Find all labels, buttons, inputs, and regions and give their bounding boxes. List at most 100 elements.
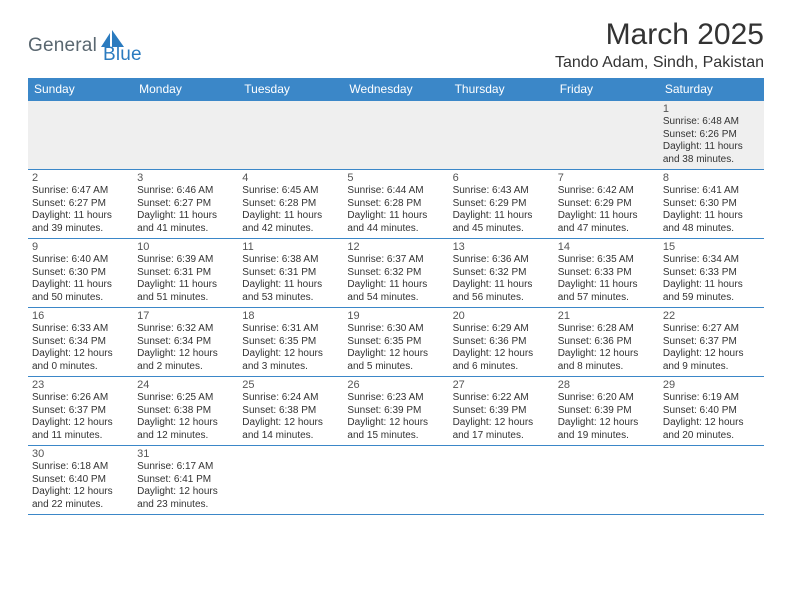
day-detail-line: Sunset: 6:33 PM (663, 267, 760, 280)
day-cell: 15Sunrise: 6:34 AMSunset: 6:33 PMDayligh… (659, 239, 764, 307)
day-detail-line: Sunset: 6:37 PM (663, 336, 760, 349)
day-cell: 26Sunrise: 6:23 AMSunset: 6:39 PMDayligh… (343, 377, 448, 445)
day-detail-line: and 48 minutes. (663, 223, 760, 236)
day-number: 3 (137, 172, 234, 184)
day-detail-line: Daylight: 12 hours (242, 348, 339, 361)
day-detail-line: Sunset: 6:31 PM (242, 267, 339, 280)
day-cell: 10Sunrise: 6:39 AMSunset: 6:31 PMDayligh… (133, 239, 238, 307)
day-detail-line: Sunset: 6:29 PM (558, 198, 655, 211)
day-detail-line: Sunset: 6:33 PM (558, 267, 655, 280)
day-number: 10 (137, 241, 234, 253)
day-detail-line: Sunrise: 6:32 AM (137, 323, 234, 336)
day-detail-line: and 23 minutes. (137, 499, 234, 512)
day-detail-line: Daylight: 11 hours (242, 210, 339, 223)
day-detail-line: Sunrise: 6:43 AM (453, 185, 550, 198)
day-detail-line: Sunset: 6:36 PM (453, 336, 550, 349)
day-detail-line: Daylight: 12 hours (137, 486, 234, 499)
day-cell (554, 101, 659, 169)
day-detail-line: and 47 minutes. (558, 223, 655, 236)
day-number: 9 (32, 241, 129, 253)
day-cell: 19Sunrise: 6:30 AMSunset: 6:35 PMDayligh… (343, 308, 448, 376)
day-header-thu: Thursday (449, 78, 554, 101)
day-number: 26 (347, 379, 444, 391)
day-cell: 29Sunrise: 6:19 AMSunset: 6:40 PMDayligh… (659, 377, 764, 445)
day-detail-line: Daylight: 11 hours (663, 210, 760, 223)
day-number: 24 (137, 379, 234, 391)
week-row: 2Sunrise: 6:47 AMSunset: 6:27 PMDaylight… (28, 170, 764, 239)
day-cell: 20Sunrise: 6:29 AMSunset: 6:36 PMDayligh… (449, 308, 554, 376)
day-cell: 5Sunrise: 6:44 AMSunset: 6:28 PMDaylight… (343, 170, 448, 238)
day-number: 29 (663, 379, 760, 391)
day-detail-line: and 44 minutes. (347, 223, 444, 236)
day-number: 1 (663, 103, 760, 115)
month-title: March 2025 (555, 18, 764, 52)
day-cell (133, 101, 238, 169)
day-detail-line: and 6 minutes. (453, 361, 550, 374)
day-detail-line: Daylight: 12 hours (32, 417, 129, 430)
day-detail-line: and 22 minutes. (32, 499, 129, 512)
day-detail-line: Sunset: 6:29 PM (453, 198, 550, 211)
day-cell: 24Sunrise: 6:25 AMSunset: 6:38 PMDayligh… (133, 377, 238, 445)
day-detail-line: Sunrise: 6:33 AM (32, 323, 129, 336)
day-cell (343, 101, 448, 169)
day-detail-line: Daylight: 11 hours (347, 279, 444, 292)
day-detail-line: Sunrise: 6:39 AM (137, 254, 234, 267)
day-detail-line: Sunset: 6:32 PM (347, 267, 444, 280)
day-detail-line: and 53 minutes. (242, 292, 339, 305)
day-detail-line: and 41 minutes. (137, 223, 234, 236)
day-header-fri: Friday (554, 78, 659, 101)
day-detail-line: Sunset: 6:41 PM (137, 474, 234, 487)
day-detail-line: Sunrise: 6:37 AM (347, 254, 444, 267)
day-cell: 7Sunrise: 6:42 AMSunset: 6:29 PMDaylight… (554, 170, 659, 238)
day-detail-line: Sunrise: 6:41 AM (663, 185, 760, 198)
day-detail-line: and 14 minutes. (242, 430, 339, 443)
day-number: 27 (453, 379, 550, 391)
day-number: 6 (453, 172, 550, 184)
day-detail-line: Sunrise: 6:48 AM (663, 116, 760, 129)
day-cell: 9Sunrise: 6:40 AMSunset: 6:30 PMDaylight… (28, 239, 133, 307)
day-detail-line: Daylight: 12 hours (137, 348, 234, 361)
logo-text-general: General (28, 35, 97, 57)
day-cell: 16Sunrise: 6:33 AMSunset: 6:34 PMDayligh… (28, 308, 133, 376)
header-row: General Blue March 2025 Tando Adam, Sind… (28, 18, 764, 72)
day-detail-line: Daylight: 12 hours (32, 486, 129, 499)
day-header-tue: Tuesday (238, 78, 343, 101)
day-detail-line: and 5 minutes. (347, 361, 444, 374)
day-detail-line: Daylight: 12 hours (663, 348, 760, 361)
day-detail-line: Daylight: 12 hours (347, 417, 444, 430)
day-cell: 3Sunrise: 6:46 AMSunset: 6:27 PMDaylight… (133, 170, 238, 238)
day-detail-line: Sunrise: 6:18 AM (32, 461, 129, 474)
day-detail-line: Sunrise: 6:30 AM (347, 323, 444, 336)
day-number: 23 (32, 379, 129, 391)
day-detail-line: Sunset: 6:38 PM (242, 405, 339, 418)
day-cell (659, 446, 764, 514)
day-detail-line: Sunrise: 6:28 AM (558, 323, 655, 336)
day-number: 12 (347, 241, 444, 253)
day-cell: 28Sunrise: 6:20 AMSunset: 6:39 PMDayligh… (554, 377, 659, 445)
day-detail-line: Sunset: 6:34 PM (137, 336, 234, 349)
day-number: 2 (32, 172, 129, 184)
day-detail-line: Sunrise: 6:38 AM (242, 254, 339, 267)
day-detail-line: Sunset: 6:28 PM (242, 198, 339, 211)
day-number: 30 (32, 448, 129, 460)
day-detail-line: Daylight: 12 hours (663, 417, 760, 430)
day-number: 13 (453, 241, 550, 253)
day-number: 5 (347, 172, 444, 184)
day-detail-line: and 20 minutes. (663, 430, 760, 443)
day-detail-line: Daylight: 11 hours (558, 210, 655, 223)
day-header-row: Sunday Monday Tuesday Wednesday Thursday… (28, 78, 764, 101)
week-row: 16Sunrise: 6:33 AMSunset: 6:34 PMDayligh… (28, 308, 764, 377)
day-detail-line: and 19 minutes. (558, 430, 655, 443)
day-cell (238, 446, 343, 514)
day-detail-line: Sunrise: 6:46 AM (137, 185, 234, 198)
day-cell: 8Sunrise: 6:41 AMSunset: 6:30 PMDaylight… (659, 170, 764, 238)
week-row: 1Sunrise: 6:48 AMSunset: 6:26 PMDaylight… (28, 101, 764, 170)
day-number: 8 (663, 172, 760, 184)
day-detail-line: and 38 minutes. (663, 154, 760, 167)
day-header-wed: Wednesday (343, 78, 448, 101)
day-number: 17 (137, 310, 234, 322)
week-row: 30Sunrise: 6:18 AMSunset: 6:40 PMDayligh… (28, 446, 764, 515)
day-header-sun: Sunday (28, 78, 133, 101)
day-detail-line: Sunset: 6:27 PM (32, 198, 129, 211)
day-detail-line: Sunset: 6:32 PM (453, 267, 550, 280)
